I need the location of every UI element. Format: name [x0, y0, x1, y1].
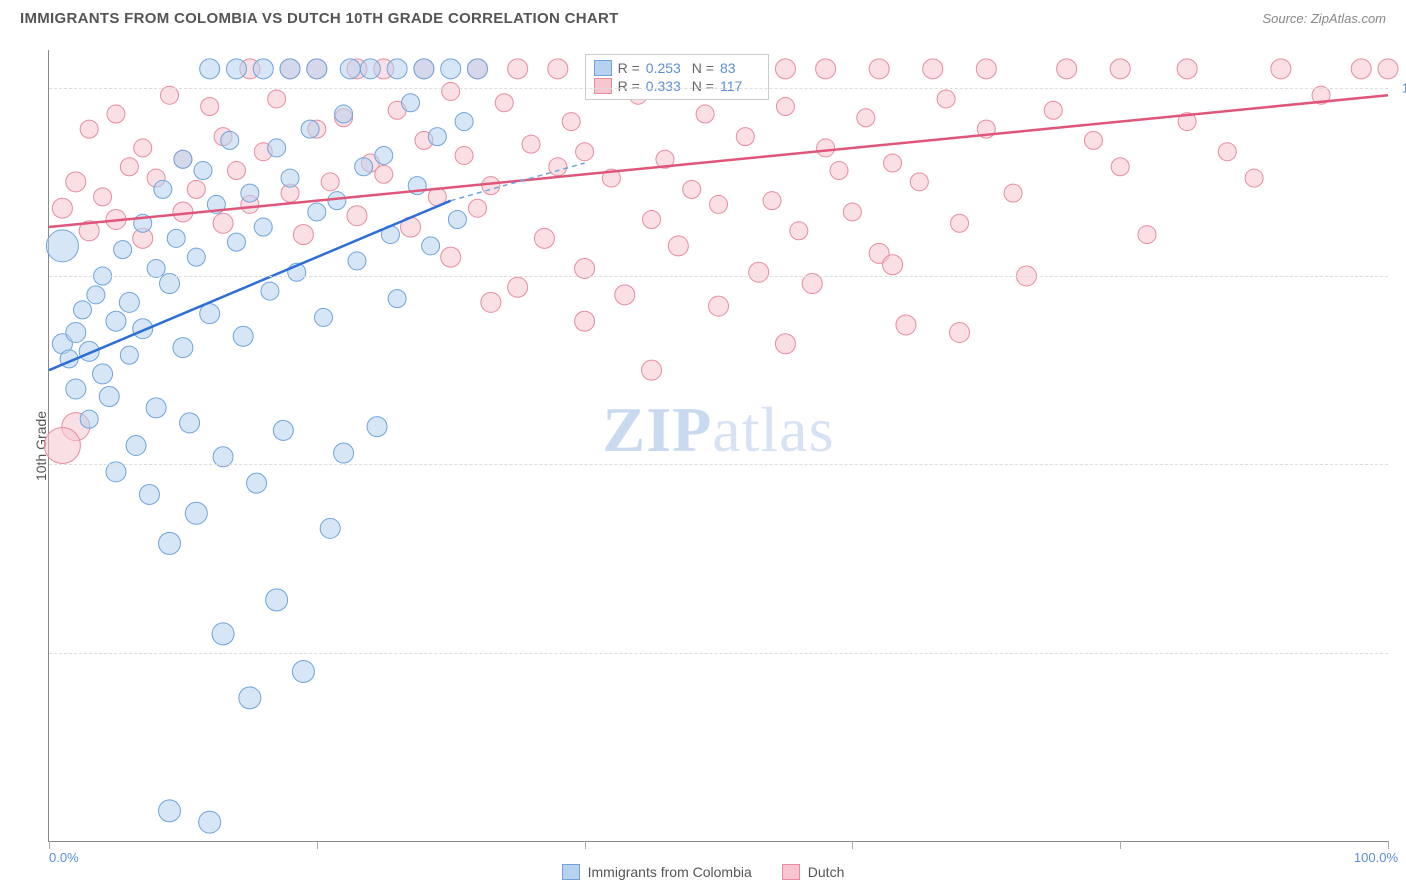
chart-title: IMMIGRANTS FROM COLOMBIA VS DUTCH 10TH G… [20, 10, 619, 27]
gridline [49, 464, 1388, 465]
swatch-series2 [594, 78, 612, 94]
legend-item-series2: Dutch [782, 864, 845, 880]
x-tick [1120, 841, 1121, 849]
source-label: Source: ZipAtlas.com [1262, 11, 1386, 26]
y-tick-label: 85.0% [1394, 645, 1406, 660]
plot-area: ZIPatlas R = 0.253 N = 83 R = 0.333 N = … [48, 50, 1388, 842]
legend-item-series1: Immigrants from Colombia [562, 864, 752, 880]
gridline [49, 88, 1388, 89]
x-tick [1388, 841, 1389, 849]
swatch-series1 [562, 864, 580, 880]
y-tick-label: 95.0% [1394, 269, 1406, 284]
x-tick [317, 841, 318, 849]
scatter-svg [49, 50, 1388, 841]
gridline [49, 653, 1388, 654]
x-tick-label-left: 0.0% [49, 850, 79, 865]
x-tick [585, 841, 586, 849]
x-tick [49, 841, 50, 849]
gridline [49, 276, 1388, 277]
swatch-series2 [782, 864, 800, 880]
stats-row-series2: R = 0.333 N = 117 [594, 77, 760, 95]
swatch-series1 [594, 60, 612, 76]
stats-box: R = 0.253 N = 83 R = 0.333 N = 117 [585, 54, 769, 100]
y-tick-label: 90.0% [1394, 457, 1406, 472]
stats-row-series1: R = 0.253 N = 83 [594, 59, 760, 77]
chart-area: ZIPatlas R = 0.253 N = 83 R = 0.333 N = … [48, 50, 1388, 842]
y-tick-label: 100.0% [1394, 80, 1406, 95]
x-tick-label-right: 100.0% [1354, 850, 1398, 865]
x-tick [852, 841, 853, 849]
legend: Immigrants from Colombia Dutch [0, 864, 1406, 880]
